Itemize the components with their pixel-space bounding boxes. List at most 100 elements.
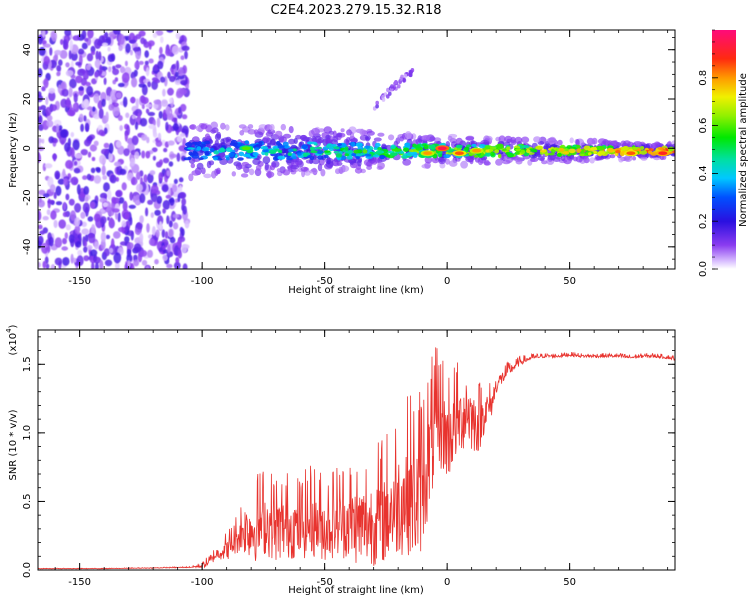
heatmap-cell [141, 259, 148, 266]
heatmap-cell [143, 174, 148, 184]
heatmap-cell [53, 219, 58, 229]
heatmap-cell [187, 147, 195, 150]
heatmap-cell [139, 117, 148, 127]
heatmap-cell [93, 256, 102, 264]
heatmap-cell [130, 71, 136, 79]
heatmap-cell [157, 60, 164, 70]
heatmap-cell [206, 160, 212, 169]
heatmap-cell [404, 142, 411, 148]
heatmap-cell [93, 113, 101, 120]
heatmap-cell [115, 190, 122, 197]
heatmap-cell [101, 148, 109, 155]
heatmap-cell [105, 111, 109, 122]
heatmap-cell [377, 147, 383, 151]
heatmap-cell [81, 228, 89, 235]
heatmap-cell [180, 55, 185, 60]
heatmap-cell [126, 254, 133, 263]
heatmap-cell [264, 151, 269, 156]
heatmap-cell [366, 161, 373, 167]
heatmap-cell [139, 193, 146, 204]
heatmap-cell [375, 149, 383, 155]
heatmap-cell [94, 71, 99, 78]
heatmap-cell [576, 148, 582, 153]
heatmap-cell [410, 68, 415, 73]
heatmap-cell [76, 184, 81, 195]
heatmap-cell [152, 32, 158, 39]
heatmap-cell [54, 170, 61, 180]
heatmap-cell [573, 156, 578, 162]
heatmap-cell [248, 168, 255, 176]
heatmap-cell [154, 209, 161, 216]
heatmap-cell [83, 186, 90, 195]
heatmap-cell [302, 152, 308, 157]
heatmap-cell [45, 106, 52, 116]
heatmap-cell [147, 81, 152, 88]
heatmap-cell [138, 60, 144, 65]
heatmap-cell [91, 78, 97, 85]
heatmap-cell [93, 175, 102, 184]
heatmap-cell [166, 215, 170, 225]
heatmap-cell [64, 30, 72, 37]
heatmap-cell [91, 156, 96, 162]
heatmap-cell [152, 119, 156, 127]
heatmap-cell [117, 82, 125, 88]
heatmap-cell [103, 248, 110, 257]
heatmap-cell [364, 135, 371, 141]
heatmap-cell [148, 234, 153, 239]
snr-frame [37, 329, 676, 571]
heatmap-cell [287, 152, 292, 157]
heatmap-cell [374, 142, 381, 148]
heatmap-cell [292, 156, 297, 160]
heatmap-cell [592, 146, 597, 151]
heatmap-cell [50, 264, 56, 269]
heatmap-cell [158, 111, 163, 119]
heatmap-cell [172, 222, 179, 230]
snr-x-axis-label: Height of straight line (km) [288, 585, 424, 596]
heatmap-cell [317, 163, 323, 172]
heatmap-cell [108, 66, 112, 73]
heatmap-cell [377, 162, 385, 170]
heatmap-cell [55, 123, 60, 133]
heatmap-cell [145, 103, 153, 108]
heatmap-cell [158, 221, 163, 230]
colorbar-label: Normalized spectral amplitude [738, 73, 749, 227]
heatmap-cell [288, 126, 294, 134]
heatmap-cell [62, 201, 67, 211]
heatmap-cell [213, 156, 218, 161]
heatmap-cell [207, 124, 212, 132]
heatmap-cell [87, 135, 93, 142]
heatmap-cell [529, 157, 536, 162]
heatmap-cell [122, 200, 128, 212]
heatmap-cell [356, 156, 360, 160]
heatmap-cell [41, 138, 45, 144]
heatmap-cell [443, 154, 451, 159]
heatmap-cell [309, 141, 318, 145]
heatmap-cell [83, 115, 87, 122]
heatmap-cell [588, 152, 592, 156]
heatmap-cell [102, 202, 109, 208]
heatmap-cell [70, 253, 74, 264]
heatmap-cell [95, 50, 99, 61]
heatmap-cell [42, 260, 47, 269]
heatmap-cell [390, 152, 398, 157]
heatmap-cell [277, 145, 285, 149]
heatmap-cell [60, 98, 68, 109]
heatmap-cell [83, 246, 88, 253]
heatmap-cell [264, 162, 269, 171]
heatmap-cell [152, 226, 156, 236]
heatmap-cell [219, 147, 225, 153]
heatmap-cell [77, 48, 85, 55]
heatmap-cell [171, 184, 178, 193]
heatmap-cell [60, 129, 68, 138]
heatmap-cell [225, 147, 233, 152]
heatmap-cell [390, 144, 396, 149]
heatmap-cell [137, 112, 141, 119]
heatmap-cell [39, 230, 45, 235]
heatmap-cell [171, 45, 179, 55]
heatmap-cell [155, 140, 163, 147]
heatmap-cell [60, 82, 66, 90]
heatmap-cell [296, 152, 302, 156]
heatmap-cell [522, 145, 530, 149]
heatmap-cell [344, 153, 349, 157]
heatmap-cell [148, 58, 154, 64]
